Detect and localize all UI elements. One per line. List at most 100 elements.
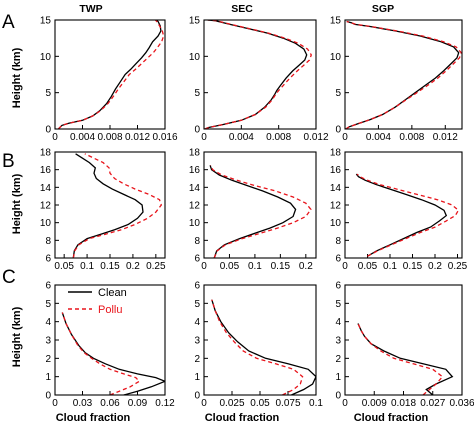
x-tick-label: 0.15 [403,261,423,272]
series-line-pollu [72,153,163,258]
panel-c-sgp: 0 0.009 0.018 0.027 0.036 0 1 2 3 4 5 6 [335,281,474,410]
y-tick-label: 5 [335,88,341,99]
x-tick-label: 0 [201,398,207,409]
y-tick-label: 6 [45,281,51,292]
series-line-pollu [356,173,460,257]
y-tick-label: 10 [189,52,201,63]
series-line-pollu [345,20,462,129]
x-tick-label: 0.004 [229,132,254,143]
panel-c-twp: 0 0.03 0.06 0.09 0.12 0 1 2 3 4 5 6 [45,281,175,410]
y-tick-label: 1 [335,372,341,383]
y-tick-label: 18 [189,148,201,159]
series-line-clean [204,20,308,129]
y-tick-label: 15 [40,16,52,27]
y-tick-label: 8 [194,236,200,247]
y-tick-label: 6 [335,281,341,292]
x-tick-label: 0.2 [428,261,442,272]
y-tick-label: 6 [194,281,200,292]
y-tick-label: 10 [40,218,52,229]
x-tick-label: 0.036 [449,398,474,409]
plot-frame [54,284,166,396]
x-tick-label: 0.15 [271,261,291,272]
xlabel-twp: Cloud fraction [56,412,131,424]
x-tick-label: 0.12 [155,398,175,409]
y-tick-label: 8 [335,236,341,247]
series-line-pollu [357,323,444,395]
y-tick-label: 12 [40,201,52,212]
plot-frame [203,151,317,259]
x-tick-label: 0.025 [219,398,244,409]
panel-a-sgp: 0 0.004 0.008 0.012 0 5 10 15 [330,16,463,143]
y-tick-label: 15 [330,16,342,27]
panel-b-sec: 0 0.05 0.1 0.15 0.2 6 8 10 12 14 16 18 [189,148,317,272]
x-tick-label: 0.06 [100,398,120,409]
y-tick-label: 14 [40,183,52,194]
x-tick-label: 0.075 [275,398,300,409]
panel-a-twp: 0 0.004 0.008 0.012 0.016 0 5 10 15 [40,16,178,144]
series-line-clean [61,312,165,395]
y-tick-label: 5 [194,299,200,310]
column-title-twp: TWP [79,3,102,15]
x-tick-label: 0.009 [362,398,387,409]
y-tick-label: 4 [194,317,200,328]
x-tick-label: 0.027 [420,398,445,409]
x-tick-label: 0.016 [152,132,177,143]
y-tick-label: 12 [330,201,342,212]
y-tick-label: 1 [45,372,51,383]
y-tick-label: 4 [335,317,341,328]
panel-b-twp: 0.05 0.1 0.15 0.2 0.25 6 8 10 12 14 16 18 [40,148,166,273]
panel-a-sec: 0 0.004 0.008 0.012 0 5 10 15 [189,16,329,144]
series-line-clean [211,299,316,395]
y-tick-label: 2 [194,354,200,365]
y-tick-label: 6 [45,254,51,265]
x-tick-label: 0.012 [433,132,458,143]
y-tick-label: 0 [194,125,200,136]
series-line-pollu [57,20,165,129]
plot-frame [203,19,317,130]
x-tick-label: 0 [201,261,207,272]
y-tick-label: 5 [194,88,200,99]
y-tick-label: 18 [330,148,342,159]
y-tick-label: 18 [40,148,52,159]
row-letter-c: C [2,267,16,288]
y-tick-label: 2 [45,354,51,365]
series-line-clean [72,153,144,258]
x-tick-label: 0.008 [266,132,291,143]
x-tick-label: 0.004 [366,132,391,143]
x-tick-label: 0 [52,398,58,409]
x-tick-label: 0.25 [448,261,468,272]
y-tick-label: 2 [335,354,341,365]
series-line-clean [355,173,448,257]
x-tick-label: 0.012 [303,132,328,143]
series-line-clean [209,165,297,258]
y-tick-label: 3 [45,336,51,347]
x-tick-label: 0.05 [250,398,270,409]
x-tick-label: 0.1 [309,398,323,409]
plot-frame [54,19,166,130]
x-tick-label: 0.1 [383,261,397,272]
x-tick-label: 0.2 [299,261,313,272]
y-tick-label: 3 [335,336,341,347]
plot-frame [344,284,463,396]
x-tick-label: 0.018 [391,398,416,409]
x-tick-label: 0.05 [54,261,74,272]
series-line-pollu [210,165,312,258]
y-tick-label: 1 [194,372,200,383]
y-tick-label: 4 [45,317,51,328]
ylabel-row-c: Height (km) [11,306,23,367]
plot-frame [54,151,166,259]
series-line-clean [357,323,454,395]
plot-frame [344,151,463,259]
x-tick-label: 0.03 [73,398,93,409]
y-tick-label: 10 [189,218,201,229]
y-tick-label: 14 [330,183,342,194]
x-tick-label: 0 [342,398,348,409]
y-tick-label: 12 [189,201,201,212]
panel-c-sec: 0 0.025 0.05 0.075 0.1 0 1 2 3 4 5 6 [194,281,323,410]
xlabel-sgp: Cloud fraction [354,412,429,424]
y-tick-label: 6 [194,254,200,265]
y-tick-label: 5 [335,299,341,310]
x-tick-label: 0 [201,132,207,143]
series-line-pollu [211,299,304,395]
